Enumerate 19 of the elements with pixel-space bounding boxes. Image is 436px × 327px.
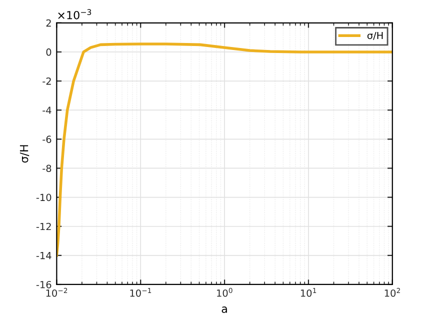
y-tick-label: -12 xyxy=(36,222,51,230)
x-tick-label: 10$^{1}$ xyxy=(300,288,316,297)
y-axis-title: σ/H xyxy=(20,145,30,163)
y-tick-label: -8 xyxy=(42,164,52,172)
y-tick-label: -16 xyxy=(36,280,52,288)
y-tick-label: -4 xyxy=(42,106,52,114)
x-tick-label: 10$^{−1}$ xyxy=(130,288,152,297)
legend-label: σ/H xyxy=(367,32,383,40)
y-tick-label: -10 xyxy=(36,194,52,202)
y-tick-label: -14 xyxy=(36,252,52,260)
x-tick-label: 10$^{2}$ xyxy=(384,288,400,297)
y-tick-label: 0 xyxy=(46,48,52,56)
y-tick-label: -2 xyxy=(42,78,51,85)
x-axis-title: a xyxy=(222,306,227,313)
x-tick-label: 10$^{−2}$ xyxy=(46,288,68,297)
text: ×10$^{−3}$ xyxy=(58,9,92,20)
x-tick-label: 10$^{0}$ xyxy=(217,288,232,297)
y-tick-label: 2 xyxy=(46,19,51,27)
y-tick-label: -6 xyxy=(42,136,52,143)
